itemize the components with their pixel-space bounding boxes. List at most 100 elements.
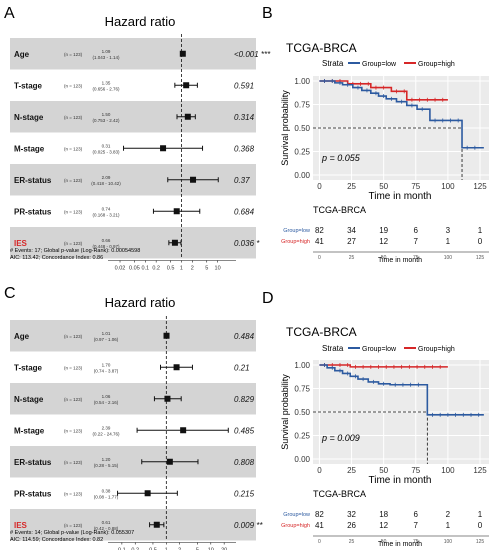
axis-tick-label: 10 xyxy=(208,548,214,550)
p-value: 0.829 xyxy=(234,395,255,404)
p-value: 0.368 xyxy=(234,144,255,153)
forest-row-n-stage: N-stage (n = 123) 1.50(0.753 - 2.42) 0.314 xyxy=(10,101,256,133)
risk-count: 12 xyxy=(379,521,388,530)
p-value: 0.009 ** xyxy=(234,521,263,530)
legend-title: Strata xyxy=(322,59,344,68)
km-y-axis-label: Survival probability xyxy=(280,374,290,450)
row-background xyxy=(10,69,256,101)
risk-row-label: Group=high xyxy=(281,523,310,529)
row-background xyxy=(10,101,256,133)
km-pvalue: p = 0.009 xyxy=(321,433,360,443)
row-background xyxy=(10,227,256,259)
panel-letter-a: A xyxy=(4,5,15,22)
risk-count: 1 xyxy=(478,510,483,519)
risk-row-label: Group=high xyxy=(281,239,310,245)
km-curves xyxy=(313,363,484,464)
km-y-tick-label: 0.25 xyxy=(294,148,310,157)
panel-letter-d: D xyxy=(262,290,274,307)
risk-count: 1 xyxy=(478,226,483,235)
km-y-tick-label: 0.50 xyxy=(294,124,310,133)
hazard-ratio-value: 2.09 xyxy=(102,175,111,180)
km-y-tick-label: 0.00 xyxy=(294,171,310,180)
forest-row-pr-status: PR-status (n = 123) 0.74(0.168 - 3.21) 0.68… xyxy=(10,195,256,227)
panel-a-forest-plot: A Hazard ratio Age (n = 123) 1.09(1.043 - … xyxy=(4,5,271,272)
sample-size: (n = 123) xyxy=(64,334,83,339)
row-background xyxy=(10,320,256,352)
risk-count: 12 xyxy=(379,237,388,246)
km-x-tick-label: 100 xyxy=(441,182,455,191)
forest-footer-aic: AIC: 113.42; Concordance Index: 0.86 xyxy=(10,255,103,261)
hazard-ratio-value: 0.38 xyxy=(102,488,111,493)
forest-row-er-status: ER-status (n = 123) 1.20(0.28 - 5.15) 0.808 xyxy=(10,446,256,478)
hazard-ratio-value: 2.39 xyxy=(102,425,111,430)
variable-label: ER-status xyxy=(14,176,52,185)
km-curve-high xyxy=(319,364,448,368)
risk-table-tick-label: 100 xyxy=(444,255,453,261)
risk-count: 6 xyxy=(414,510,419,519)
confidence-interval: (1.043 - 1.14) xyxy=(92,55,120,60)
risk-count: 1 xyxy=(446,237,451,246)
risk-table-tick-label: 100 xyxy=(444,539,453,545)
axis-tick-label: 5 xyxy=(196,548,199,550)
variable-label: T-stage xyxy=(14,363,43,372)
km-y-tick-label: 1.00 xyxy=(294,77,310,86)
risk-table-tick-label: 75 xyxy=(413,255,419,261)
forest-row-m-stage: M-stage (n = 123) 2.39(0.22 - 24.76) 0.485 xyxy=(10,414,256,446)
km-title: TCGA-BRCA xyxy=(286,325,357,339)
forest-footer-events: # Events: 17; Global p-value (Log-Rank):… xyxy=(10,248,140,254)
confidence-interval: (0.97 - 1.06) xyxy=(94,337,119,342)
confidence-interval: (0.418 - 10.42) xyxy=(91,181,121,186)
risk-table-tick-label: 50 xyxy=(381,255,387,261)
km-x-tick-label: 50 xyxy=(379,466,388,475)
km-x-tick-label: 25 xyxy=(347,182,356,191)
risk-count: 82 xyxy=(315,510,324,519)
risk-count: 82 xyxy=(315,226,324,235)
p-value: 0.21 xyxy=(234,363,250,372)
hazard-ratio-point xyxy=(183,82,190,89)
hazard-ratio-point xyxy=(164,395,171,402)
sample-size: (n = 123) xyxy=(64,523,83,528)
risk-count: 26 xyxy=(347,521,356,530)
confidence-interval: (0.448 - 0.97) xyxy=(92,244,120,249)
forest-row-t-stage: T-stage (n = 123) 1.35(0.656 - 2.76) 0.591 xyxy=(10,69,256,101)
confidence-interval: (0.08 - 1.77) xyxy=(94,494,119,499)
variable-label: PR-status xyxy=(14,489,52,498)
km-axis-ticks: 0.00 0.25 0.50 0.75 1.00 0 25 50 75 100 125 xyxy=(294,77,487,191)
hazard-ratio-point xyxy=(179,50,186,57)
variable-label: PR-status xyxy=(14,207,52,216)
panel-letter-b: B xyxy=(262,5,273,22)
axis-tick-label: 0.02 xyxy=(115,266,126,272)
p-value: 0.808 xyxy=(234,458,255,467)
p-value: <0.001 *** xyxy=(234,50,271,59)
km-y-tick-label: 1.00 xyxy=(294,361,310,370)
km-x-tick-label: 75 xyxy=(411,466,420,475)
risk-row-label: Group=low xyxy=(283,512,310,518)
risk-count: 7 xyxy=(414,237,419,246)
hazard-ratio-point xyxy=(173,364,180,371)
legend-label-low: Group=low xyxy=(362,61,397,68)
hazard-ratio-point xyxy=(171,239,178,246)
legend-title: Strata xyxy=(322,344,344,353)
hazard-ratio-point xyxy=(190,176,197,183)
p-value: 0.684 xyxy=(234,207,255,216)
panel-letter-c: C xyxy=(4,285,16,302)
km-x-axis-label: Time in month xyxy=(369,475,432,486)
forest-row-age: Age (n = 123) 1.01(0.97 - 1.06) 0.484 xyxy=(10,320,256,352)
risk-table-tick-label: 0 xyxy=(318,255,321,261)
hazard-ratio-value: 1.20 xyxy=(102,457,111,462)
risk-count: 3 xyxy=(446,226,451,235)
p-value: 0.215 xyxy=(234,489,255,498)
km-x-tick-label: 125 xyxy=(473,182,487,191)
variable-label: Age xyxy=(14,50,30,59)
forest-row-ies: IES (n = 123) 0.66(0.448 - 0.97) 0.036 * xyxy=(10,227,260,259)
km-x-tick-label: 75 xyxy=(411,182,420,191)
forest-row-er-status: ER-status (n = 123) 2.09(0.418 - 10.42) 0.3… xyxy=(10,164,256,196)
km-y-tick-label: 0.50 xyxy=(294,408,310,417)
risk-table-tick-label: 125 xyxy=(476,539,485,545)
risk-table-tick-label: 25 xyxy=(349,255,355,261)
forest-footer-aic: AIC: 114.59; Concordance Index: 0.82 xyxy=(10,537,103,543)
km-x-tick-label: 125 xyxy=(473,466,487,475)
panel-c-forest-plot: C Hazard ratio Age (n = 123) 1.01(0.97 - 1… xyxy=(4,285,263,550)
risk-count: 2 xyxy=(446,510,451,519)
